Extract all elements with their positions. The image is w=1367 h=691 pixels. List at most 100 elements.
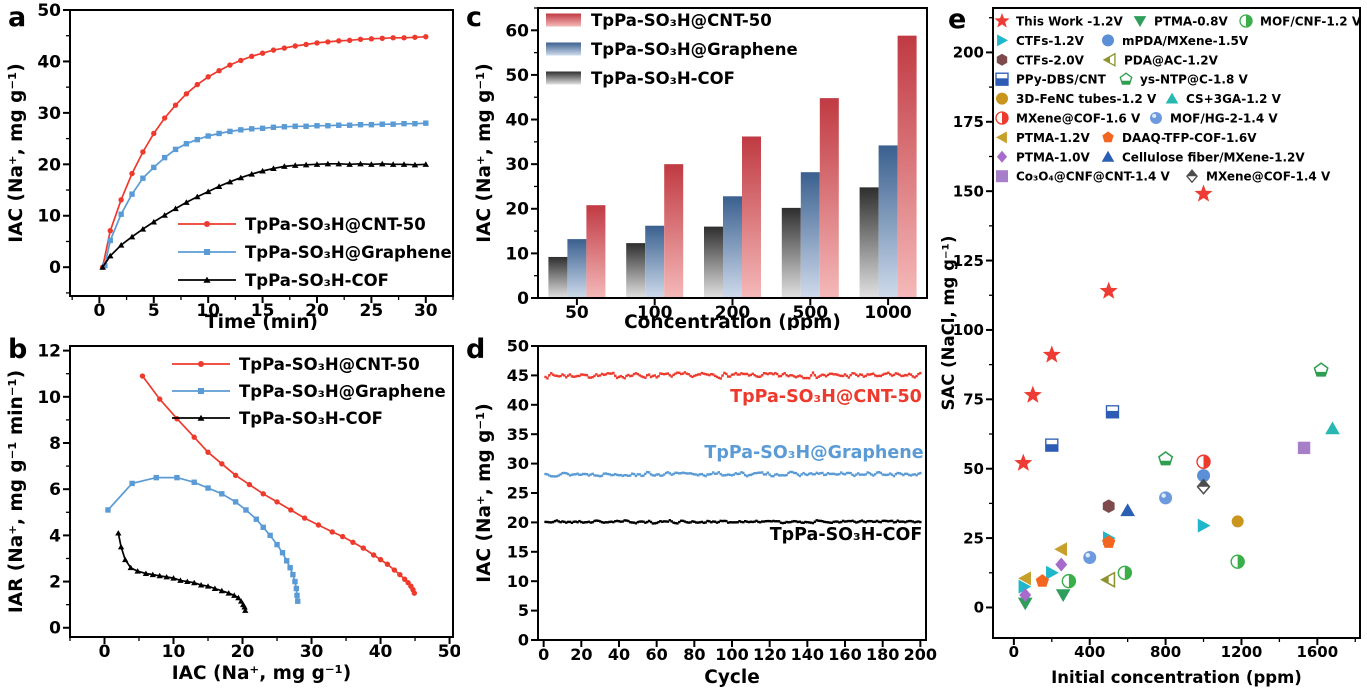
series-MXene@COF-1.6 V bbox=[1196, 454, 1211, 469]
svg-text:75: 75 bbox=[963, 391, 984, 409]
series-TpPa-SO₃H@CNT-50 bbox=[139, 373, 418, 596]
series-TpPa-SO₃H@Graphene bbox=[102, 120, 429, 269]
panel-label-c: c bbox=[466, 2, 483, 33]
svg-text:0: 0 bbox=[538, 645, 549, 664]
svg-text:20: 20 bbox=[305, 301, 329, 321]
svg-text:CTFs-2.0V: CTFs-2.0V bbox=[1016, 53, 1085, 67]
svg-text:50: 50 bbox=[963, 460, 984, 478]
svg-text:120: 120 bbox=[753, 645, 786, 664]
svg-text:140: 140 bbox=[791, 645, 824, 664]
series-DAAQ-TFP-COF-1.6V bbox=[1035, 535, 1116, 587]
series-CTFs-2.0V bbox=[1102, 499, 1115, 513]
svg-text:20: 20 bbox=[507, 513, 529, 532]
svg-text:45: 45 bbox=[507, 366, 529, 385]
svg-text:MOF/HG-2-1.4 V: MOF/HG-2-1.4 V bbox=[1170, 112, 1278, 126]
svg-text:125: 125 bbox=[953, 252, 984, 270]
series-MOF/HG-2-1.4 V bbox=[1083, 491, 1173, 565]
svg-text:50: 50 bbox=[505, 66, 529, 86]
svg-text:10: 10 bbox=[162, 642, 186, 662]
series-TpPa-SO₃H@Graphene bbox=[544, 470, 922, 478]
svg-text:30: 30 bbox=[507, 454, 529, 473]
bar-TpPa-SO₃H@CNT-50-200 bbox=[742, 136, 761, 298]
svg-text:200: 200 bbox=[904, 645, 937, 664]
series-Co₃O₄@CNF@CNT-1.4 V bbox=[1297, 441, 1311, 455]
svg-text:20: 20 bbox=[505, 200, 529, 220]
svg-text:0: 0 bbox=[517, 289, 529, 309]
svg-text:200: 200 bbox=[715, 303, 751, 323]
svg-text:12: 12 bbox=[37, 342, 61, 362]
svg-text:40: 40 bbox=[369, 642, 393, 662]
svg-text:35: 35 bbox=[507, 425, 529, 444]
panel-b-series bbox=[105, 373, 418, 613]
svg-text:800: 800 bbox=[1150, 643, 1181, 661]
bar-TpPa-SO₃H-COF-500 bbox=[781, 207, 801, 298]
series-TpPa-SO₃H@CNT-50 bbox=[544, 371, 922, 380]
svg-text:1000: 1000 bbox=[864, 303, 911, 323]
y-axis-label: IAC (Na⁺, mg g⁻¹) bbox=[6, 63, 27, 242]
y-axis-label: IAC (Na⁺, mg g⁻¹) bbox=[474, 63, 495, 242]
svg-text:50: 50 bbox=[565, 303, 589, 323]
svg-text:0: 0 bbox=[974, 599, 984, 617]
svg-text:mPDA/MXene-1.5V: mPDA/MXene-1.5V bbox=[1122, 34, 1249, 48]
svg-text:60: 60 bbox=[505, 21, 529, 41]
svg-text:0: 0 bbox=[518, 631, 529, 650]
y-axis-label: SAC (NaCl, mg g⁻¹) bbox=[940, 236, 958, 411]
series-TpPa-SO₃H-COF bbox=[548, 187, 879, 298]
bar-TpPa-SO₃H-COF-100 bbox=[626, 243, 646, 298]
panel-b-legend: TpPa-SO₃H@CNT-50 TpPa-SO₃H@Graphene TpPa-S… bbox=[172, 355, 446, 428]
svg-text:5: 5 bbox=[148, 301, 160, 321]
bar-TpPa-SO₃H-COF-50 bbox=[548, 256, 568, 298]
x-axis-label: Initial concentration (ppm) bbox=[1051, 668, 1302, 687]
series-TpPa-SO₃H@Graphene bbox=[567, 145, 898, 298]
panel-e-chart: 0 400 800 1200 1600 0 25 50 75 100 125 150 175 200 Ini… bbox=[940, 7, 1362, 687]
svg-text:CTFs-1.2V: CTFs-1.2V bbox=[1016, 34, 1085, 48]
panel-label-e: e bbox=[948, 4, 967, 35]
curve-label: TpPa-SO₃H@Graphene bbox=[704, 443, 923, 463]
svg-text:PDA@AC-1.2V: PDA@AC-1.2V bbox=[1124, 53, 1219, 67]
panel-d-plot-area bbox=[544, 371, 922, 525]
series-TpPa-SO₃H@CNT-50 bbox=[99, 34, 429, 270]
svg-text:10: 10 bbox=[37, 388, 61, 408]
svg-text:40: 40 bbox=[507, 395, 529, 414]
series-CS+3GA-1.2 V bbox=[1325, 421, 1340, 435]
svg-text:PTMA-1.0V: PTMA-1.0V bbox=[1016, 150, 1090, 164]
svg-text:160: 160 bbox=[828, 645, 861, 664]
x-axis-label: Concentration (ppm) bbox=[624, 312, 841, 330]
svg-text:100: 100 bbox=[715, 645, 748, 664]
svg-text:50: 50 bbox=[438, 642, 460, 662]
series-TpPa-SO₃H@Graphene bbox=[105, 474, 301, 604]
svg-text:400: 400 bbox=[1074, 643, 1105, 661]
svg-text:40: 40 bbox=[37, 52, 61, 72]
curve-label: TpPa-SO₃H@CNT-50 bbox=[730, 387, 922, 407]
svg-text:TpPa-SO₃H@CNT-50: TpPa-SO₃H@CNT-50 bbox=[591, 11, 772, 30]
panel-c-axes: 50 100 200 500 1000 0 10 20 30 40 50 60 bbox=[505, 7, 928, 323]
svg-text:TpPa-SO₃H@CNT-50: TpPa-SO₃H@CNT-50 bbox=[239, 355, 420, 374]
svg-text:Co₃O₄@CNF@CNT-1.4 V: Co₃O₄@CNF@CNT-1.4 V bbox=[1016, 170, 1170, 184]
bar-TpPa-SO₃H@CNT-50-50 bbox=[586, 205, 606, 298]
panel-b-axes: 0 10 20 30 40 50 0 2 4 6 8 10 12 bbox=[37, 342, 460, 662]
series-PDA@AC-1.2V bbox=[1100, 571, 1116, 589]
svg-text:PPy-DBS/CNT: PPy-DBS/CNT bbox=[1016, 73, 1107, 87]
bar-TpPa-SO₃H@CNT-50-500 bbox=[819, 98, 839, 298]
panel-c-axis-titles: Concentration (ppm) IAC (Na⁺, mg g⁻¹) bbox=[474, 63, 841, 330]
series-PTMA-1.2V bbox=[1018, 542, 1068, 586]
svg-text:10: 10 bbox=[37, 207, 61, 227]
panel-a-chart: 0 5 10 15 20 25 30 0 10 20 30 40 50 Time (min) IAC (Na… bbox=[6, 1, 454, 330]
svg-text:100: 100 bbox=[637, 303, 673, 323]
svg-text:80: 80 bbox=[683, 645, 705, 664]
svg-text:ys-NTP@C-1.8 V: ys-NTP@C-1.8 V bbox=[1140, 73, 1248, 87]
svg-text:175: 175 bbox=[953, 113, 984, 131]
svg-text:40: 40 bbox=[608, 645, 630, 664]
bar-TpPa-SO₃H@Graphene-100 bbox=[645, 225, 665, 298]
series-TpPa-SO₃H-COF bbox=[115, 530, 249, 613]
svg-text:15: 15 bbox=[507, 542, 529, 561]
svg-text:TpPa-SO₃H-COF: TpPa-SO₃H-COF bbox=[591, 69, 735, 88]
svg-text:TpPa-SO₃H@Graphene: TpPa-SO₃H@Graphene bbox=[245, 243, 452, 262]
panel-b-chart: 0 10 20 30 40 50 0 2 4 6 8 10 12 IAC (Na⁺, mg g⁻¹) IAR… bbox=[6, 342, 460, 684]
series-MXene@COF-1.4 V bbox=[1196, 478, 1211, 495]
series-MOF/CNF-1.2 V bbox=[1061, 554, 1245, 589]
svg-text:20: 20 bbox=[570, 645, 592, 664]
panel-a-series bbox=[99, 34, 430, 270]
panel-d-annotations: TpPa-SO₃H@CNT-50 TpPa-SO₃H@Graphene TpPa-S… bbox=[704, 387, 923, 545]
